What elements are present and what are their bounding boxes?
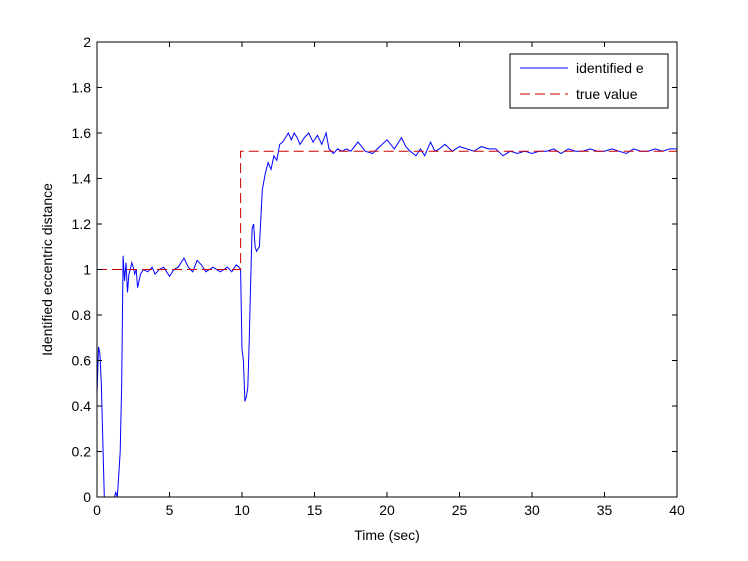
y-tick-label: 0.4 — [72, 398, 92, 414]
x-tick-label: 35 — [597, 502, 613, 518]
y-tick-label: 1.8 — [72, 80, 92, 96]
tick-layer: 0 5 10 15 20 25 30 35 40 0 0.2 0.4 0.6 0.8 1 1.2 1.4 1.6 1… — [72, 34, 685, 518]
y-tick-label: 0.8 — [72, 307, 92, 323]
legend: identified e true value — [509, 53, 669, 109]
x-tick-label: 15 — [307, 502, 323, 518]
legend-label-true-value: true value — [576, 86, 638, 102]
x-tick-label: 25 — [452, 502, 468, 518]
y-tick-label: 1.6 — [72, 125, 92, 141]
x-tick-label: 40 — [669, 502, 685, 518]
x-tick-label: 10 — [234, 502, 250, 518]
x-tick-label: 5 — [166, 502, 174, 518]
x-tick-label: 0 — [93, 502, 101, 518]
y-tick-label: 0.6 — [72, 353, 92, 369]
x-tick-label: 20 — [379, 502, 395, 518]
y-tick-label: 1 — [83, 262, 91, 278]
y-tick-label: 0 — [83, 489, 91, 505]
y-tick-label: 0.2 — [72, 444, 92, 460]
y-tick-label: 2 — [83, 34, 91, 50]
x-axis-label: Time (sec) — [354, 527, 420, 543]
y-axis-label: Identified eccentric distance — [39, 183, 55, 356]
legend-label-identified-e: identified e — [576, 60, 644, 76]
legend-box — [509, 53, 669, 109]
series-line-true-value — [97, 150, 677, 270]
plot-area — [97, 42, 677, 497]
y-tick-label: 1.2 — [72, 216, 92, 232]
x-tick-label: 30 — [524, 502, 540, 518]
y-tick-label: 1.4 — [72, 171, 92, 187]
series-layer — [97, 131, 677, 497]
